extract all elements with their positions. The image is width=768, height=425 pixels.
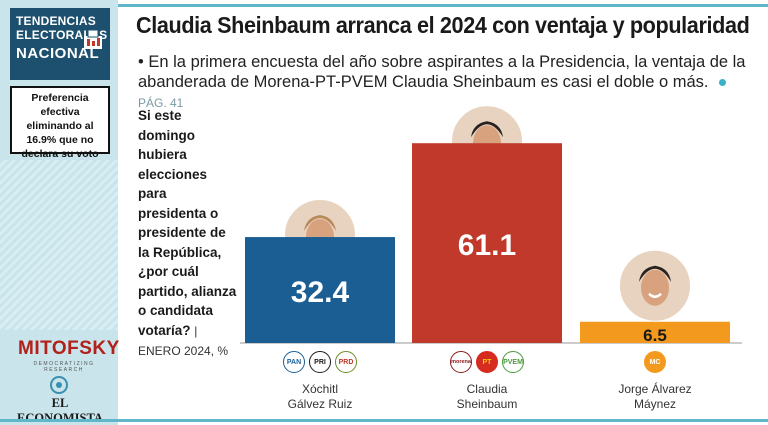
economista-emblem-icon [50,376,68,394]
candidate-label-line: Xóchitl [301,382,339,396]
candidate-label-0: Xóchitl Gálvez Ruiz [255,382,385,412]
bar-value-label-0: 32.4 [291,276,350,309]
party-logo-pan-icon: PAN [283,351,305,373]
bar-value-label-1: 61.1 [458,229,516,262]
page-title: Claudia Sheinbaum arranca el 2024 con ve… [136,12,750,38]
mitofsky-tagline: DEMOCRATIZING RESEARCH [33,361,95,373]
party-logo-pt-icon: PT [476,351,498,373]
candidate-label-1: Claudia Sheinbaum [422,382,552,412]
subtitle-bullet: • [138,53,144,71]
bar-value-label-2: 6.5 [643,326,667,345]
brand-line-3: NACIONAL [16,45,100,62]
party-logo-mc-icon: MC [644,351,666,373]
mitofsky-logo: MITOFSKY DEMOCRATIZING RESEARCH [18,338,120,373]
page-ref: PÁG. 41 [138,96,184,110]
bar-1 [412,143,562,343]
candidate-label-line: Jorge Álvarez [618,382,692,396]
question-note: | ENERO 2024, % [138,323,229,359]
ballot-box-icon [84,29,102,49]
bar-chart: 32.4 61.1 6.5 [240,104,742,345]
survey-question: Si este domingo hubiera elecciones para … [138,106,238,362]
preference-note: Preferencia efectiva eliminando al 16.9%… [10,86,110,160]
bar-2 [580,321,730,343]
candidate-label-line: Sheinbaum [456,397,518,411]
sidebar-pattern [0,160,118,330]
section-brand: TENDENCIAS ELECTORALES NACIONAL [10,8,110,80]
candidate-label-line: Gálvez Ruiz [287,397,353,411]
subtitle: • En la primera encuesta del año sobre a… [138,52,748,113]
party-logo-morena-icon: morena [450,351,472,373]
top-rule [118,4,768,7]
candidate-label-line: Máynez [633,397,677,411]
page-ref-dot-icon [719,79,727,86]
bottom-rule [0,419,768,422]
subtitle-text: En la primera encuesta del año sobre asp… [138,53,746,91]
party-logo-pvem-icon: PVEM [502,351,524,373]
question-text: Si este domingo hubiera elecciones para … [138,108,237,338]
party-logo-pri-icon: PRI [309,351,331,373]
brand-line-1: TENDENCIAS [16,14,97,28]
bar-0 [245,237,395,343]
sidebar: TENDENCIAS ELECTORALES NACIONAL Preferen… [0,0,120,425]
candidate-label-2: Jorge Álvarez Máynez [590,382,720,412]
mitofsky-name: MITOFSKY [18,338,120,359]
party-logo-prd-icon: PRD [335,351,357,373]
candidate-photo-icon-2 [618,248,692,323]
candidate-label-line: Claudia [466,382,508,396]
